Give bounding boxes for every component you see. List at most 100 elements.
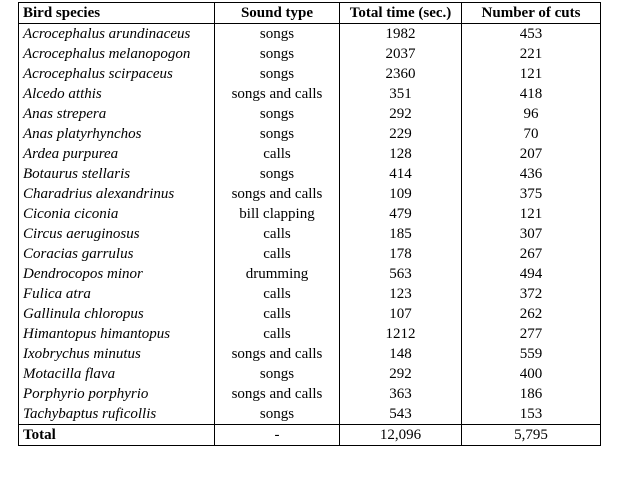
table-cell: 1212: [339, 324, 462, 344]
table-cell: 277: [461, 324, 601, 344]
table-cell: 121: [461, 64, 601, 84]
table-cell: 559: [461, 344, 601, 364]
table-cell: 178: [339, 244, 462, 264]
header-cell: Number of cuts: [461, 2, 601, 24]
total-cell: -: [214, 424, 340, 446]
table-row: Fulica atra calls 123 372: [18, 284, 601, 304]
table-cell: 1982: [339, 23, 462, 44]
table-cell: songs: [214, 164, 340, 184]
table-cell: songs: [214, 104, 340, 124]
table-cell: 436: [461, 164, 601, 184]
table-row: Tachybaptus ruficollis songs 543 153: [18, 404, 601, 425]
table-cell: Motacilla flava: [18, 364, 215, 384]
table-cell: calls: [214, 224, 340, 244]
table-row: Ciconia ciconia bill clapping 479 121: [18, 204, 601, 224]
table-container: Bird species Sound type Total time (sec.) N…: [18, 2, 601, 446]
table-cell: 479: [339, 204, 462, 224]
table-row: Dendrocopos minor drumming 563 494: [18, 264, 601, 284]
table-cell: songs: [214, 44, 340, 64]
table-cell: 128: [339, 144, 462, 164]
table-cell: 107: [339, 304, 462, 324]
table-cell: 494: [461, 264, 601, 284]
table-cell: Anas strepera: [18, 104, 215, 124]
table-cell: 351: [339, 84, 462, 104]
table-cell: calls: [214, 324, 340, 344]
table-cell: songs and calls: [214, 384, 340, 404]
table-row: Ardea purpurea calls 128 207: [18, 144, 601, 164]
table-cell: Charadrius alexandrinus: [18, 184, 215, 204]
table-cell: Ciconia ciconia: [18, 204, 215, 224]
table-row: Acrocephalus arundinaceus songs 1982 453: [18, 23, 601, 44]
table-cell: Porphyrio porphyrio: [18, 384, 215, 404]
table: Bird species Sound type Total time (sec.) N…: [18, 2, 601, 446]
table-cell: Gallinula chloropus: [18, 304, 215, 324]
table-cell: 262: [461, 304, 601, 324]
table-row: Botaurus stellaris songs 414 436: [18, 164, 601, 184]
table-cell: 543: [339, 404, 462, 425]
table-cell: Acrocephalus arundinaceus: [18, 23, 215, 44]
table-cell: 418: [461, 84, 601, 104]
table-cell: 221: [461, 44, 601, 64]
table-cell: 123: [339, 284, 462, 304]
table-row: Coracias garrulus calls 178 267: [18, 244, 601, 264]
table-row: Porphyrio porphyrio songs and calls 363 186: [18, 384, 601, 404]
table-cell: songs: [214, 23, 340, 44]
table-row: Ixobrychus minutus songs and calls 148 559: [18, 344, 601, 364]
table-cell: Acrocephalus melanopogon: [18, 44, 215, 64]
table-cell: calls: [214, 144, 340, 164]
table-cell: 292: [339, 104, 462, 124]
table-row: Acrocephalus scirpaceus songs 2360 121: [18, 64, 601, 84]
table-cell: 372: [461, 284, 601, 304]
table-cell: songs: [214, 404, 340, 425]
table-row: Himantopus himantopus calls 1212 277: [18, 324, 601, 344]
table-cell: Himantopus himantopus: [18, 324, 215, 344]
table-cell: 153: [461, 404, 601, 425]
table-cell: Anas platyrhynchos: [18, 124, 215, 144]
table-cell: 148: [339, 344, 462, 364]
table-cell: 363: [339, 384, 462, 404]
table-cell: 121: [461, 204, 601, 224]
table-cell: Alcedo atthis: [18, 84, 215, 104]
table-body: Acrocephalus arundinaceus songs 1982 453 Acr…: [18, 23, 601, 446]
table-cell: 400: [461, 364, 601, 384]
table-cell: songs: [214, 64, 340, 84]
table-cell: calls: [214, 284, 340, 304]
table-cell: songs: [214, 124, 340, 144]
table-cell: Dendrocopos minor: [18, 264, 215, 284]
table-cell: 375: [461, 184, 601, 204]
table-row: Anas platyrhynchos songs 229 70: [18, 124, 601, 144]
header-cell: Total time (sec.): [339, 2, 462, 24]
table-cell: 229: [339, 124, 462, 144]
table-cell: 186: [461, 384, 601, 404]
table-cell: songs and calls: [214, 184, 340, 204]
table-cell: 563: [339, 264, 462, 284]
table-cell: drumming: [214, 264, 340, 284]
table-cell: 267: [461, 244, 601, 264]
table-cell: 307: [461, 224, 601, 244]
table-cell: 70: [461, 124, 601, 144]
table-cell: songs and calls: [214, 84, 340, 104]
table-row: Circus aeruginosus calls 185 307: [18, 224, 601, 244]
table-row: Charadrius alexandrinus songs and calls 10…: [18, 184, 601, 204]
table-row: Gallinula chloropus calls 107 262: [18, 304, 601, 324]
header-cell: Sound type: [214, 2, 340, 24]
total-cell: 12,096: [339, 424, 462, 446]
table-row: Anas strepera songs 292 96: [18, 104, 601, 124]
total-cell: Total: [18, 424, 215, 446]
table-cell: songs: [214, 364, 340, 384]
table-cell: calls: [214, 304, 340, 324]
table-cell: Tachybaptus ruficollis: [18, 404, 215, 425]
table-cell: 453: [461, 23, 601, 44]
table-cell: Coracias garrulus: [18, 244, 215, 264]
total-row: Total -12,096 5,795: [18, 424, 601, 446]
table-cell: 96: [461, 104, 601, 124]
table-row: Acrocephalus melanopogon songs 2037 221: [18, 44, 601, 64]
table-cell: songs and calls: [214, 344, 340, 364]
header-row: Bird species Sound type Total time (sec.) N…: [18, 2, 601, 24]
header-cell: Bird species: [18, 2, 215, 24]
table-row: Motacilla flava songs 292 400: [18, 364, 601, 384]
table-cell: 185: [339, 224, 462, 244]
table-cell: 2037: [339, 44, 462, 64]
table-cell: Ixobrychus minutus: [18, 344, 215, 364]
